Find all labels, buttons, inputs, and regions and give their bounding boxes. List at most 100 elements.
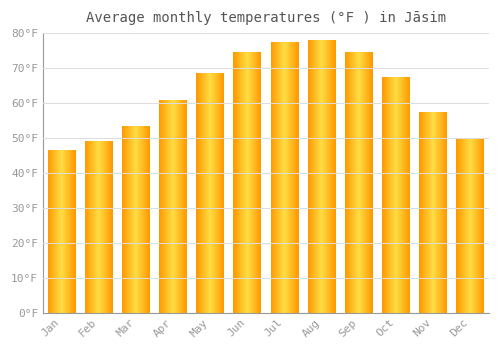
Bar (140, 126, 141, 313)
Bar (292, 42, 293, 313)
Bar (332, 40, 333, 313)
Bar (177, 100, 178, 313)
Bar (322, 40, 323, 313)
Bar (405, 77, 406, 313)
Bar (358, 52, 359, 313)
Bar (168, 100, 169, 313)
Bar (88, 141, 89, 313)
Bar (333, 40, 334, 313)
Bar (424, 112, 425, 313)
Bar (444, 112, 445, 313)
Bar (334, 40, 335, 313)
Bar (162, 100, 164, 313)
Bar (218, 74, 220, 313)
Bar (64, 150, 65, 313)
Bar (288, 42, 289, 313)
Bar (215, 74, 216, 313)
Bar (69, 150, 70, 313)
Bar (98, 141, 99, 313)
Bar (470, 138, 471, 313)
Bar (210, 74, 211, 313)
Bar (110, 141, 112, 313)
Bar (291, 42, 292, 313)
Bar (248, 52, 249, 313)
Bar (402, 77, 403, 313)
Bar (429, 112, 430, 313)
Bar (278, 42, 279, 313)
Bar (106, 141, 107, 313)
Bar (91, 141, 92, 313)
Bar (351, 52, 352, 313)
Bar (252, 52, 253, 313)
Bar (142, 126, 143, 313)
Bar (286, 42, 288, 313)
Bar (160, 100, 162, 313)
Bar (175, 100, 176, 313)
Bar (130, 126, 131, 313)
Bar (270, 42, 272, 313)
Bar (466, 138, 467, 313)
Bar (276, 42, 277, 313)
Bar (184, 100, 185, 313)
Bar (483, 138, 484, 313)
Bar (443, 112, 444, 313)
Bar (136, 126, 138, 313)
Bar (328, 40, 330, 313)
Bar (148, 126, 149, 313)
Bar (438, 112, 440, 313)
Bar (350, 52, 351, 313)
Bar (433, 112, 434, 313)
Bar (386, 77, 387, 313)
Bar (372, 52, 373, 313)
Bar (146, 126, 147, 313)
Bar (370, 52, 372, 313)
Bar (208, 74, 209, 313)
Bar (196, 74, 197, 313)
Bar (308, 40, 309, 313)
Bar (222, 74, 223, 313)
Bar (159, 100, 160, 313)
Bar (460, 138, 462, 313)
Bar (430, 112, 431, 313)
Bar (257, 52, 258, 313)
Bar (393, 77, 394, 313)
Bar (197, 74, 198, 313)
Bar (96, 141, 98, 313)
Bar (404, 77, 405, 313)
Bar (422, 112, 423, 313)
Bar (108, 141, 109, 313)
Bar (275, 42, 276, 313)
Bar (321, 40, 322, 313)
Bar (464, 138, 465, 313)
Bar (183, 100, 184, 313)
Bar (391, 77, 392, 313)
Bar (164, 100, 166, 313)
Bar (390, 77, 391, 313)
Bar (277, 42, 278, 313)
Bar (290, 42, 291, 313)
Bar (330, 40, 332, 313)
Bar (124, 126, 125, 313)
Bar (145, 126, 146, 313)
Bar (382, 77, 383, 313)
Bar (478, 138, 480, 313)
Bar (212, 74, 213, 313)
Bar (180, 100, 181, 313)
Bar (56, 150, 58, 313)
Bar (172, 100, 173, 313)
Bar (219, 74, 220, 313)
Bar (311, 40, 312, 313)
Bar (182, 100, 183, 313)
Bar (173, 100, 174, 313)
Bar (456, 138, 457, 313)
Bar (239, 52, 240, 313)
Bar (66, 150, 67, 313)
Bar (365, 52, 366, 313)
Bar (98, 141, 100, 313)
Bar (198, 74, 199, 313)
Bar (319, 40, 320, 313)
Bar (282, 42, 283, 313)
Bar (330, 40, 331, 313)
Bar (293, 42, 294, 313)
Bar (396, 77, 397, 313)
